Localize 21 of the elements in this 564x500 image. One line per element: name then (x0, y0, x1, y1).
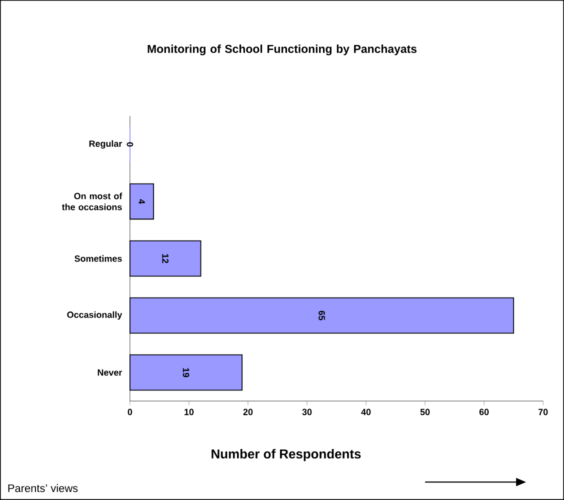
text: Parents’ views (8, 484, 78, 492)
data-label: 65 (318, 310, 325, 320)
y-tick-label: Sometimes (74, 255, 122, 262)
data-label: 12 (162, 254, 168, 264)
chart-title: Monitoring of School Functioning by Panchayats (148, 44, 417, 56)
y-tick-label: Occasionally (67, 311, 122, 320)
x-axis-title: Number of Respondents (212, 449, 361, 462)
x-tick-label: 10 (184, 408, 194, 416)
y-tick-label: Regular (89, 140, 122, 149)
data-label: 19 (182, 368, 190, 378)
y-tick-label: Never (98, 369, 122, 376)
x-tick-label: 70 (538, 408, 548, 416)
x-tick-label: 20 (243, 408, 253, 416)
x-tick-label: 60 (479, 408, 489, 416)
data-label: 4 (138, 199, 145, 204)
x-tick-label: 50 (420, 408, 430, 416)
x-tick-label: 30 (302, 408, 312, 416)
y-tick-label: On most of the occasions (62, 192, 122, 210)
x-tick-label: 40 (361, 408, 371, 416)
data-label: 0 (126, 142, 134, 147)
x-tick-label: 0 (128, 408, 132, 416)
